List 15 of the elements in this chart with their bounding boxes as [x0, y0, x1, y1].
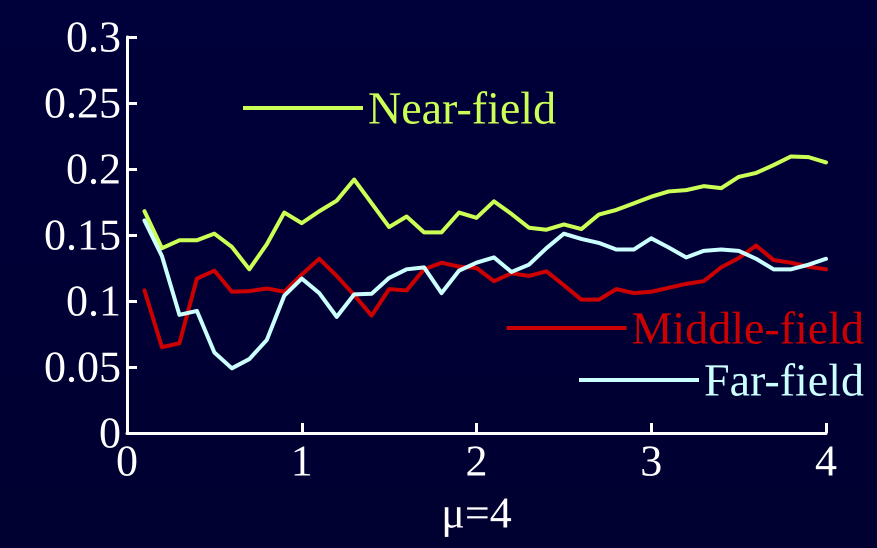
y-tick-label: 0.25 [44, 78, 121, 128]
legend-label: Far-field [704, 354, 864, 406]
x-tick-label: 4 [815, 436, 837, 486]
line-series [142, 154, 828, 272]
y-tick-label: 0.15 [44, 210, 121, 260]
x-tick-label: 2 [466, 436, 488, 486]
y-tick-label: 0.1 [66, 276, 121, 326]
y-tick-label: 0.2 [66, 144, 121, 194]
y-tick-label: 0.05 [44, 342, 121, 392]
x-axis-title: μ=4 [441, 488, 512, 538]
x-tick-label: 1 [290, 436, 313, 486]
legend-label: Middle-field [632, 302, 864, 354]
x-tick-label: 3 [640, 436, 662, 486]
legend-label: Near-field [368, 82, 556, 134]
y-tick-label: 0.3 [66, 12, 121, 62]
